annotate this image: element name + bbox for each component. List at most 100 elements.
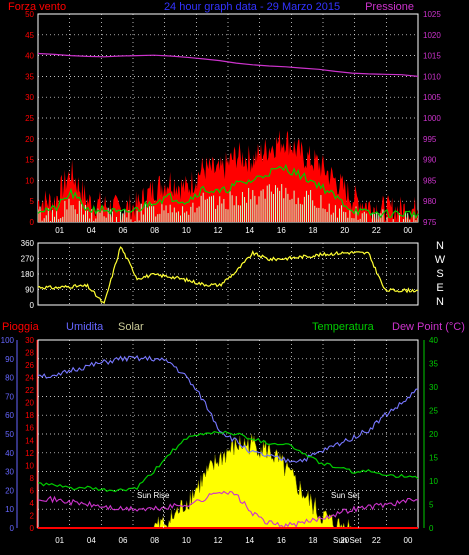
rain-tick-label: 14 xyxy=(25,436,34,445)
time-tick-label: 00 xyxy=(404,226,413,235)
time-tick-label: 22 xyxy=(372,536,381,545)
temperature-tick-label: 5 xyxy=(429,501,434,510)
direction-tick-label: 0 xyxy=(30,301,35,310)
time-tick-label: 01 xyxy=(55,226,64,235)
rain-axis-title: Pioggia xyxy=(2,321,40,333)
pressure-tick-label: 980 xyxy=(423,197,437,206)
humidity-tick-label: 70 xyxy=(5,392,14,401)
wind-direction-line xyxy=(37,246,419,305)
sunset-time-label: Sun Set xyxy=(333,536,362,545)
time-tick-label: 12 xyxy=(214,536,223,545)
dewpoint-line xyxy=(37,490,419,529)
direction-tick-label: 360 xyxy=(21,239,35,248)
solar-axis-title: Solar xyxy=(118,321,144,333)
time-tick-label: 20 xyxy=(340,536,349,545)
wind-speed-line xyxy=(37,163,419,220)
rain-tick-label: 4 xyxy=(30,499,35,508)
time-tick-label: 22 xyxy=(372,226,381,235)
humidity-tick-label: 50 xyxy=(5,430,14,439)
wind-tick-label: 45 xyxy=(25,31,34,40)
time-tick-label: 06 xyxy=(119,536,128,545)
time-tick-label: 18 xyxy=(309,226,318,235)
humidity-tick-label: 10 xyxy=(5,505,14,514)
pressure-tick-label: 985 xyxy=(423,176,437,185)
temperature-tick-label: 35 xyxy=(429,360,438,369)
compass-label: S xyxy=(436,268,443,280)
wind-tick-label: 5 xyxy=(30,197,35,206)
rain-tick-label: 2 xyxy=(30,511,35,520)
time-tick-label: 14 xyxy=(245,226,254,235)
wind-tick-label: 40 xyxy=(25,52,34,61)
temperature-line xyxy=(37,430,419,493)
time-tick-label: 12 xyxy=(214,226,223,235)
rain-tick-label: 8 xyxy=(30,474,35,483)
dewpoint-axis-title: Dew Point (°C) xyxy=(392,321,465,333)
time-tick-label: 06 xyxy=(119,226,128,235)
time-tick-label: 20 xyxy=(340,226,349,235)
time-tick-label: 04 xyxy=(87,226,96,235)
temperature-tick-label: 10 xyxy=(429,477,438,486)
wind-tick-label: 10 xyxy=(25,176,34,185)
humidity-line xyxy=(37,355,419,464)
time-tick-label: 16 xyxy=(277,536,286,545)
sunrise-label: Sun Rise xyxy=(137,491,170,500)
temperature-axis-title: Temperatura xyxy=(312,321,375,333)
sunset-label: Sun Set xyxy=(331,491,360,500)
rain-tick-label: 16 xyxy=(25,424,34,433)
compass-label: N xyxy=(436,240,444,252)
time-tick-label: 18 xyxy=(309,536,318,545)
humidity-tick-label: 30 xyxy=(5,468,14,477)
pressure-tick-label: 1020 xyxy=(423,31,441,40)
temperature-tick-label: 0 xyxy=(429,524,434,533)
wind-gust-area xyxy=(38,130,418,222)
time-tick-label: 08 xyxy=(150,226,159,235)
wind-tick-label: 20 xyxy=(25,135,34,144)
pressure-axis-title: Pressione xyxy=(365,1,414,13)
time-tick-label: 10 xyxy=(182,226,191,235)
humidity-tick-label: 40 xyxy=(5,449,14,458)
pressure-tick-label: 1025 xyxy=(423,10,441,19)
humidity-tick-label: 20 xyxy=(5,486,14,495)
rain-tick-label: 0 xyxy=(30,524,35,533)
humidity-tick-label: 100 xyxy=(1,336,15,345)
temperature-tick-label: 15 xyxy=(429,454,438,463)
direction-tick-label: 90 xyxy=(25,286,34,295)
time-tick-label: 00 xyxy=(404,536,413,545)
pressure-tick-label: 1005 xyxy=(423,93,441,102)
humidity-tick-label: 0 xyxy=(10,524,15,533)
humidity-tick-label: 90 xyxy=(5,355,14,364)
wind-tick-label: 50 xyxy=(25,10,34,19)
wind-tick-label: 25 xyxy=(25,114,34,123)
pressure-tick-label: 990 xyxy=(423,156,437,165)
pressure-tick-label: 1010 xyxy=(423,72,441,81)
time-tick-label: 01 xyxy=(55,536,64,545)
humidity-tick-label: 80 xyxy=(5,374,14,383)
humidity-axis-title: Umidita xyxy=(66,321,104,333)
pressure-line xyxy=(37,52,419,77)
wind-tick-label: 30 xyxy=(25,93,34,102)
direction-tick-label: 180 xyxy=(21,270,35,279)
wind-tick-label: 15 xyxy=(25,156,34,165)
rain-tick-label: 10 xyxy=(25,461,34,470)
compass-label: N xyxy=(436,296,444,308)
compass-label: E xyxy=(436,282,443,294)
rain-tick-label: 18 xyxy=(25,411,34,420)
temperature-tick-label: 30 xyxy=(429,383,438,392)
temperature-tick-label: 40 xyxy=(429,336,438,345)
wind-tick-label: 35 xyxy=(25,72,34,81)
time-tick-label: 14 xyxy=(245,536,254,545)
temperature-tick-label: 25 xyxy=(429,407,438,416)
rain-tick-label: 22 xyxy=(25,386,34,395)
time-tick-label: 08 xyxy=(150,536,159,545)
rain-tick-label: 28 xyxy=(25,349,34,358)
wind-tick-label: 0 xyxy=(30,218,35,227)
chart-date-title: 24 hour graph data - 29 Marzo 2015 xyxy=(164,1,340,13)
pressure-tick-label: 1000 xyxy=(423,114,441,123)
rain-tick-label: 30 xyxy=(25,336,34,345)
rain-tick-label: 6 xyxy=(30,486,35,495)
time-tick-label: 04 xyxy=(87,536,96,545)
pressure-tick-label: 995 xyxy=(423,135,437,144)
